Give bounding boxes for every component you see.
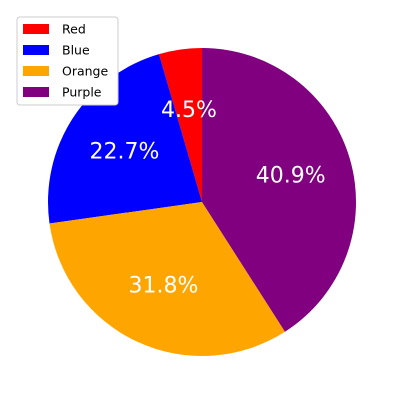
percentage-labels: 4.5%22.7% 31.8% 40.9%: [89, 98, 325, 298]
pct-label-red: 4.5%: [161, 98, 217, 123]
pie-slices: [48, 47, 356, 356]
legend-frame: [16, 16, 119, 106]
legend-label-blue: Blue: [62, 43, 90, 58]
pie-slice-red: [158, 48, 202, 202]
legend-label-red: Red: [62, 22, 86, 37]
legend-label-orange: Orange: [62, 64, 108, 79]
legend-swatch-orange: [23, 66, 49, 76]
legend-swatch-purple: [23, 87, 49, 97]
legend-entries: Red Blue Orange Purple: [23, 22, 108, 100]
pct-label-blue: 22.7%: [89, 139, 159, 164]
legend-label-purple: Purple: [62, 85, 102, 100]
legend-swatch-blue: [23, 45, 49, 55]
legend-swatch-red: [23, 24, 49, 34]
pie-slice-blue: [48, 54, 203, 224]
legend: Red Blue Orange Purple: [16, 16, 119, 106]
pct-label-purple: 40.9%: [256, 164, 326, 189]
pie-slice-purple: [202, 47, 356, 332]
pct-label-orange: 31.8%: [128, 273, 198, 298]
pie-slice-orange: [49, 202, 285, 356]
